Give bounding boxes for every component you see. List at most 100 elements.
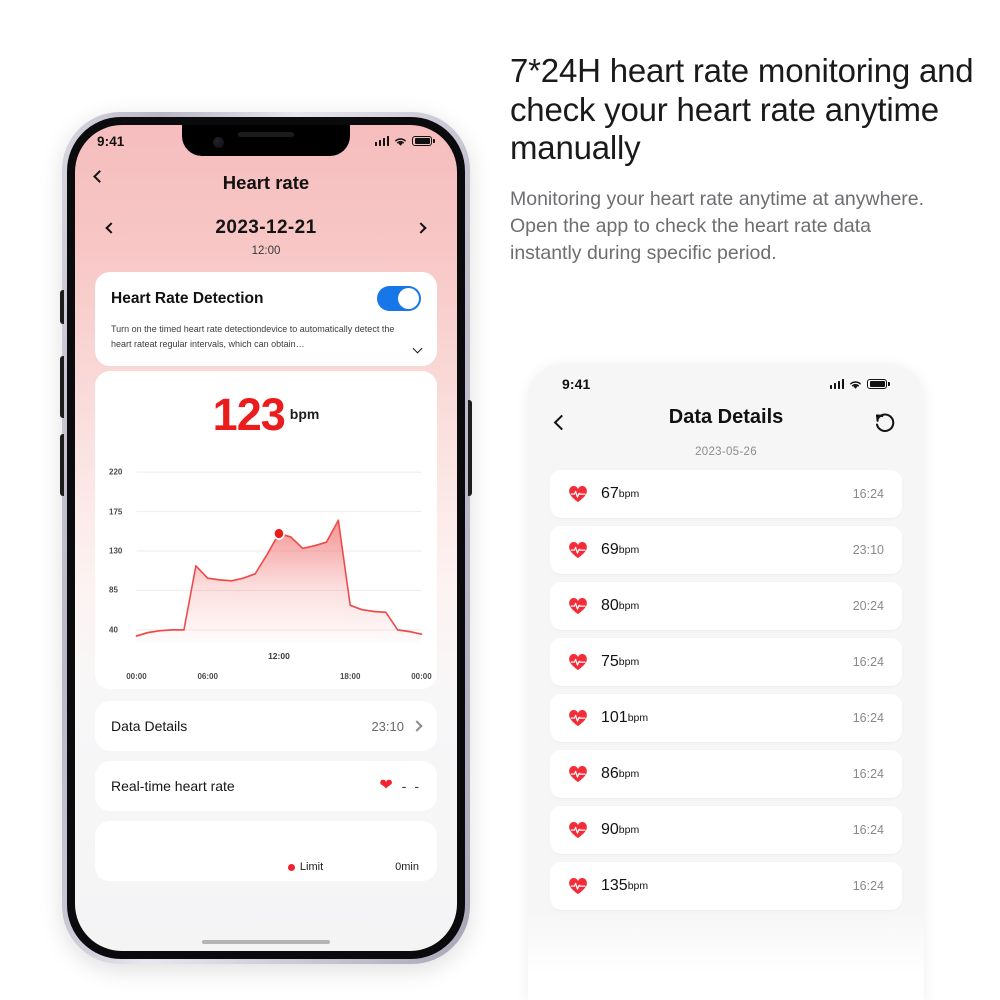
selected-time: 12:00 (251, 245, 281, 257)
heart-rate-chart[interactable]: 40 85 130 175 220 00:00 06:00 12:00 18:00 00:00 (105, 453, 432, 681)
realtime-value-group: ❤ - - (379, 778, 421, 795)
selected-date: 2023-12-21 (215, 217, 317, 238)
heart-rate-chart-card: 123 bpm 40 85 130 175 220 00:00 06:00 12:00 18:00… (95, 371, 437, 689)
heart-rate-icon (569, 597, 587, 615)
refresh-history-button[interactable] (872, 410, 898, 436)
prev-day-button[interactable] (105, 222, 117, 234)
nav-bar: Heart rate (75, 163, 457, 203)
heart-rate-record-row[interactable]: 69 bpm 23:10 (550, 526, 902, 574)
cellular-signal-icon (374, 136, 390, 146)
heart-rate-record-row[interactable]: 80 bpm 20:24 (550, 582, 902, 630)
record-value: 90 (601, 821, 619, 838)
heart-rate-record-row[interactable]: 90 bpm 16:24 (550, 806, 902, 854)
next-day-button[interactable] (415, 222, 427, 234)
heart-rate-record-row[interactable]: 86 bpm 16:24 (550, 750, 902, 798)
bpm-unit: bpm (289, 406, 320, 423)
wifi-icon (395, 137, 407, 146)
heart-rate-icon (569, 877, 587, 895)
record-unit: bpm (627, 880, 649, 892)
status-icons (374, 135, 435, 147)
heart-rate-record-row[interactable]: 75 bpm 16:24 (550, 638, 902, 686)
chevron-right-icon (411, 720, 423, 732)
heart-rate-icon (569, 765, 587, 783)
record-time: 16:24 (852, 655, 884, 669)
record-unit: bpm (618, 488, 640, 500)
volume-up-button[interactable] (60, 356, 64, 418)
refresh-history-icon (875, 413, 895, 432)
heart-rate-icon (569, 709, 587, 727)
limit-card: Limit 0min (95, 821, 437, 881)
home-indicator (202, 940, 330, 944)
record-time: 23:10 (852, 543, 884, 557)
data-details-time: 23:10 (371, 718, 404, 734)
limit-dot-icon (287, 863, 295, 871)
data-details-row[interactable]: Data Details 23:10 (95, 701, 437, 751)
heart-rate-detection-card: Heart Rate Detection Turn on the timed h… (95, 272, 437, 366)
earpiece-speaker-icon (238, 132, 294, 137)
status-time: 9:41 (97, 133, 125, 149)
record-value: 80 (601, 597, 619, 614)
realtime-value: - - (401, 778, 421, 794)
realtime-heart-rate-row[interactable]: Real-time heart rate ❤ - - (95, 761, 437, 811)
power-button[interactable] (468, 400, 472, 496)
record-value: 86 (601, 765, 619, 782)
heart-rate-icon (569, 541, 587, 559)
front-camera-icon (213, 137, 224, 148)
record-value: 135 (601, 877, 628, 894)
heart-rate-records-list[interactable]: 67 bpm 16:24 69 bpm 23:10 80 bpm 20:24 75 bp… (550, 470, 902, 918)
details-date: 2023-05-26 (695, 446, 757, 458)
status-bar: 9:41 (75, 125, 457, 157)
chart-y-tick: 40 (109, 625, 118, 635)
record-unit: bpm (618, 768, 640, 780)
record-time: 20:24 (852, 599, 884, 613)
chart-y-tick: 130 (109, 546, 123, 556)
record-time: 16:24 (852, 767, 884, 781)
chart-x-tick: 12:00 (268, 651, 290, 661)
back-button[interactable] (93, 170, 117, 194)
bpm-value: 123 (212, 389, 286, 440)
detection-toggle[interactable] (377, 286, 421, 311)
realtime-label: Real-time heart rate (111, 778, 235, 794)
detection-header: Heart Rate Detection (111, 286, 421, 311)
record-time: 16:24 (852, 711, 884, 725)
battery-full-icon (412, 135, 435, 147)
status-icons-2 (829, 378, 890, 390)
status-time-2: 9:41 (562, 376, 591, 392)
record-value: 75 (601, 653, 619, 670)
record-unit: bpm (618, 656, 640, 668)
chart-x-tick: 00:00 (411, 672, 432, 681)
heart-rate-screen: 9:41 Heart rate (75, 125, 457, 951)
chart-svg (135, 459, 423, 643)
detection-description: Turn on the timed heart rate detectionde… (111, 322, 423, 354)
battery-full-icon (867, 378, 890, 390)
chart-y-tick: 220 (109, 467, 123, 477)
heart-rate-icon (569, 485, 587, 503)
heart-rate-record-row[interactable]: 67 bpm 16:24 (550, 470, 902, 518)
heart-rate-icon (569, 821, 587, 839)
chevron-down-icon[interactable] (412, 343, 423, 354)
limit-label: Limit (299, 861, 324, 873)
phone-bezel: 9:41 Heart rate (67, 117, 465, 959)
phone-mockup-heart-rate: 9:41 Heart rate (60, 112, 472, 964)
notch (182, 125, 350, 156)
wifi-icon (850, 380, 862, 389)
chart-y-tick: 85 (109, 585, 118, 595)
date-selector: 2023-12-21 (75, 217, 457, 239)
chart-x-tick: 00:00 (126, 672, 147, 681)
mute-switch[interactable] (60, 290, 64, 324)
volume-down-button[interactable] (60, 434, 64, 496)
record-time: 16:24 (852, 879, 884, 893)
data-details-label: Data Details (111, 718, 188, 734)
detection-title: Heart Rate Detection (111, 289, 264, 307)
back-button-2[interactable] (553, 414, 570, 433)
page-title-2: Data Details (668, 406, 784, 428)
current-bpm: 123 bpm (105, 389, 427, 441)
record-unit: bpm (618, 600, 640, 612)
record-unit: bpm (627, 712, 649, 724)
chart-x-tick: 18:00 (339, 672, 361, 681)
chevron-left-icon (553, 414, 570, 431)
heart-rate-record-row[interactable]: 101 bpm 16:24 (550, 694, 902, 742)
promo-section: 7*24H heart rate monitoring and check yo… (510, 52, 980, 267)
heart-rate-record-row[interactable]: 135 bpm 16:24 (550, 862, 902, 910)
page-title: Heart rate (222, 172, 310, 193)
